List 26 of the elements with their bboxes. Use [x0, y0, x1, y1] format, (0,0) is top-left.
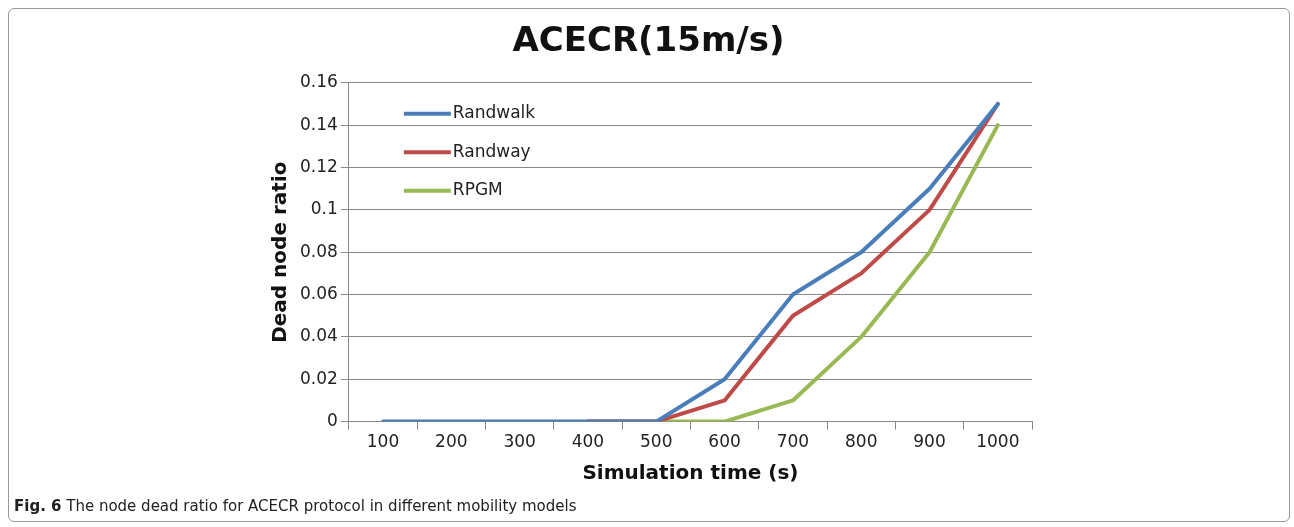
x-tick-label: 800 [844, 431, 878, 452]
y-tick-label: 0.14 [299, 113, 338, 134]
x-tick-label: 400 [571, 431, 605, 452]
caption: Fig. 6 The node dead ratio for ACECR protocol in different mobility models [14, 497, 577, 515]
legend-label: Randway [452, 140, 531, 161]
y-tick-label: 0.08 [299, 240, 338, 261]
legend-label: Randwalk [452, 102, 536, 123]
x-tick-label: 100 [366, 431, 400, 452]
x-axis-title: Simulation time (s) [582, 460, 799, 485]
y-tick-label: 0.06 [299, 282, 338, 303]
y-tick-label: 0.12 [299, 155, 338, 176]
chart-title: ACECR(15m/s) [512, 19, 785, 60]
x-tick-label: 600 [708, 431, 741, 452]
x-tick-label: 300 [503, 431, 536, 452]
x-tick-label: 1000 [976, 431, 1020, 452]
x-tick-label: 200 [435, 431, 468, 452]
y-tick-label: 0.02 [299, 367, 338, 388]
y-axis-title: Dead node ratio [267, 161, 292, 343]
y-tick-label: 0.1 [310, 198, 338, 219]
x-tick-label: 500 [640, 431, 673, 452]
x-tick-label: 900 [913, 431, 946, 452]
x-tick-label: 700 [776, 431, 810, 452]
legend-label: RPGM [452, 179, 503, 200]
y-tick-label: 0 [327, 410, 338, 431]
y-tick-label: 0.04 [299, 325, 338, 346]
y-tick-label: 0.16 [299, 71, 338, 92]
